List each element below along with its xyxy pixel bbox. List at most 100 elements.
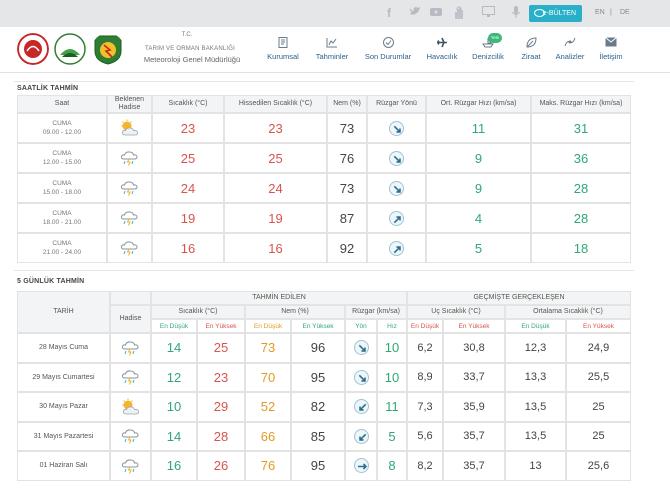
daily-humidity-min-value: 66 — [260, 428, 276, 444]
facebook-icon[interactable]: f — [387, 6, 391, 20]
hourly-feels: 23 — [224, 113, 327, 143]
hourly-header-sicaklik: Sıcaklık (°C) — [152, 95, 224, 113]
daily-temp-max: 25 — [197, 333, 245, 363]
rain-thunder-icon — [119, 149, 141, 167]
nav-tahminler[interactable]: Tahminler — [310, 27, 354, 73]
hourly-humidity-value: 87 — [339, 210, 355, 226]
daily-extreme-min: 8,9 — [407, 362, 443, 392]
ministry-seal-logo[interactable] — [17, 33, 49, 65]
lang-separator: | — [610, 9, 612, 16]
rain-thunder-icon — [120, 427, 142, 445]
nav-havacilik[interactable]: Havacılık — [421, 27, 463, 73]
daily-avg-min: 13,3 — [505, 362, 566, 392]
daily-avg-max: 25 — [566, 392, 631, 422]
nav-ziraat[interactable]: Ziraat — [513, 27, 549, 73]
daily-extreme-min-value: 7,3 — [417, 400, 433, 413]
hourly-weather-cell — [107, 233, 152, 263]
hourly-wind-dir-cell — [367, 203, 426, 233]
daily-humidity-max-value: 95 — [310, 369, 326, 385]
hourly-avg-wind: 9 — [426, 143, 531, 173]
daily-humidity-min: 73 — [245, 333, 291, 363]
hourly-feels-value: 19 — [268, 210, 283, 226]
org-tc: T.C. — [181, 32, 193, 38]
daily-subheader-en_yuksek-value: En Yüksek — [583, 322, 614, 330]
ebulten-button[interactable]: e-BÜLTEN — [529, 5, 582, 22]
hourly-header-maks_ruzgar: Maks. Rüzgar Hızı (km/sa) — [531, 95, 631, 113]
daily-wind-speed: 8 — [377, 451, 407, 481]
hourly-header-hissedilen-value: Hissedilen Sıcaklık (°C) — [238, 100, 313, 107]
ebulten-label: e-BÜLTEN — [542, 10, 576, 17]
twitter-icon[interactable] — [409, 6, 421, 20]
daily-extreme-max-value: 35,9 — [463, 400, 485, 413]
daily-avg-min: 12,3 — [505, 333, 566, 363]
hourly-max-wind: 18 — [531, 233, 631, 263]
nav-denizcilik[interactable]: Denizcilik — [467, 27, 509, 73]
hourly-avg-wind: 9 — [426, 173, 531, 203]
nav-label: Havacılık — [426, 52, 458, 61]
daily-humidity-min: 76 — [245, 451, 291, 481]
org-ministry: TARIM VE ORMAN BAKANLIĞI — [144, 46, 236, 52]
nav-iletisim[interactable]: İletişim — [591, 27, 631, 73]
daily-subheader-en_dusuk-value: En Düşük — [521, 322, 550, 330]
lang-de-link[interactable]: DE — [620, 9, 630, 16]
hourly-weather-cell — [107, 203, 152, 233]
hourly-header-ort_ruzgar-value: Ort. Rüzgar Hızı (km/sa) — [440, 100, 517, 107]
daily-date-value: 28 Mayıs Cuma — [38, 344, 89, 352]
desktop-icon[interactable] — [482, 6, 495, 21]
hourly-header-hissedilen: Hissedilen Sıcaklık (°C) — [224, 95, 327, 113]
hourly-temp-value: 23 — [180, 120, 196, 136]
hourly-max-wind-value: 28 — [573, 210, 589, 226]
hourly-humidity-value: 73 — [339, 120, 355, 136]
rain-thunder-icon — [119, 179, 141, 197]
book-icon — [277, 37, 289, 48]
daily-extreme-max-value: 30,8 — [463, 341, 485, 354]
hand-icon[interactable] — [453, 6, 465, 22]
org-agency[interactable]: Meteoroloji Genel Müdürlüğü — [143, 55, 241, 64]
daily-subheader-en_yuksek: En Yüksek — [443, 319, 505, 333]
hourly-time-cell: CUMA 15.00 - 18.00 — [17, 173, 107, 203]
youtube-icon[interactable] — [430, 6, 442, 20]
nav-kurumsal[interactable]: Kurumsal — [262, 27, 304, 73]
nav-son-durumlar[interactable]: Son Durumlar — [360, 27, 416, 73]
hourly-temp: 24 — [152, 173, 224, 203]
daily-extreme-min: 8,2 — [407, 451, 443, 481]
daily-avg-max-value: 25 — [592, 400, 605, 413]
meteorology-logo[interactable] — [92, 33, 124, 65]
daily-wind-speed: 10 — [377, 362, 407, 392]
microphone-icon[interactable] — [511, 6, 521, 22]
daily-extreme-min-value: 8,9 — [417, 371, 433, 384]
hourly-temp: 16 — [152, 233, 224, 263]
hourly-avg-wind-value: 11 — [471, 120, 486, 136]
daily-subheader-en_yuksek-value: En Yüksek — [205, 322, 237, 330]
daily-subheader-en_dusuk-value: En Düşük — [410, 322, 440, 330]
daily-extreme-max: 35,7 — [443, 421, 505, 451]
daily-wind-speed: 5 — [377, 421, 407, 451]
hourly-avg-wind-value: 5 — [474, 240, 483, 256]
nav-label: Son Durumlar — [364, 52, 412, 61]
nav-label: Kurumsal — [267, 52, 299, 61]
hourly-time: 12.00 - 15.00 — [42, 159, 82, 166]
daily-wind-speed-value: 5 — [388, 428, 396, 444]
hourly-temp: 23 — [152, 113, 224, 143]
hourly-header-ruzgar_yonu-value: Rüzgar Yönü — [376, 100, 417, 107]
nav-label: Ziraat — [521, 52, 541, 61]
daily-humidity-max-value: 85 — [310, 428, 326, 444]
hourly-header-nem: Nem (%) — [327, 95, 367, 113]
nav-analizler[interactable]: Analizler — [551, 27, 589, 73]
daily-extreme-min: 7,3 — [407, 392, 443, 422]
hourly-header-saat-value: Saat — [54, 100, 70, 107]
hourly-time: 21.00 - 24.00 — [42, 249, 82, 256]
hourly-feels: 24 — [224, 173, 327, 203]
daily-header-gecmiste-value: GEÇMİŞTE GERÇEKLEŞEN — [473, 294, 565, 301]
partly-cloudy-icon — [119, 119, 141, 137]
nav-label: Tahminler — [315, 52, 349, 61]
daily-avg-min: 13,5 — [505, 392, 566, 422]
daily-header-hadise: Hadise — [110, 305, 151, 333]
hourly-weather-cell — [107, 143, 152, 173]
daily-subheader-en_dusuk-value: En Düşük — [253, 322, 283, 330]
lang-en-link[interactable]: EN — [595, 9, 605, 16]
hourly-max-wind-value: 28 — [573, 180, 589, 196]
forestry-logo[interactable] — [54, 33, 86, 65]
hourly-header-ort_ruzgar: Ort. Rüzgar Hızı (km/sa) — [426, 95, 531, 113]
hourly-weather-cell — [107, 113, 152, 143]
